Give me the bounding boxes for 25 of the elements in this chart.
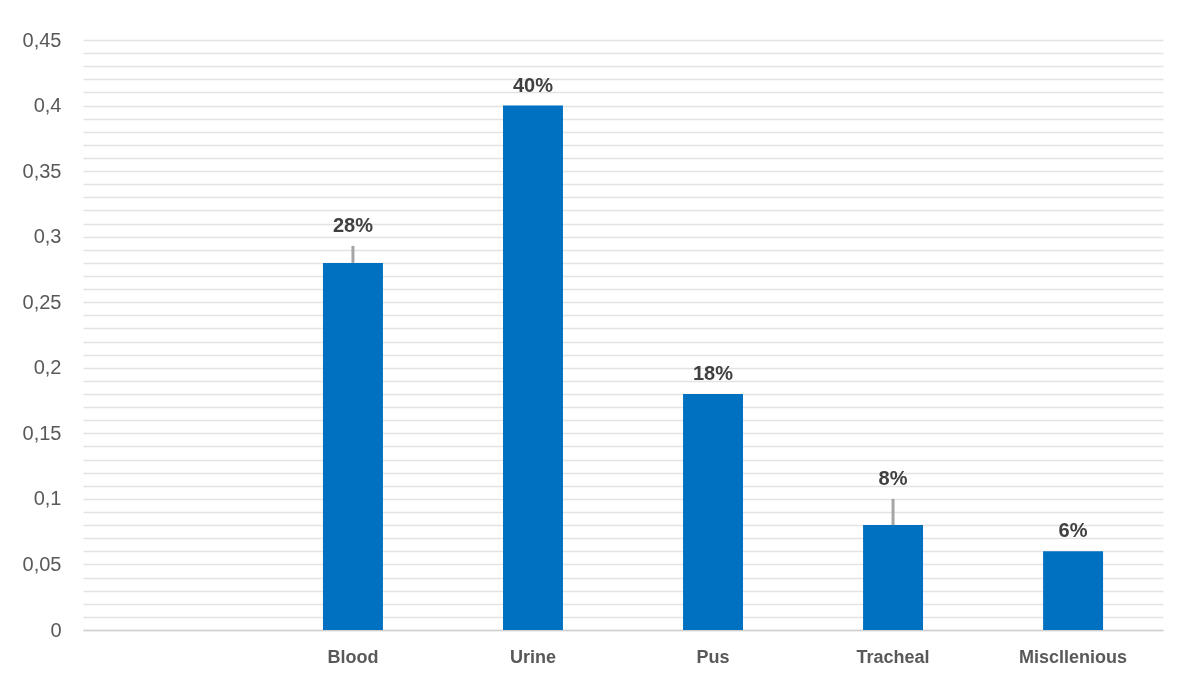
y-tick-label: 0,4 <box>33 94 62 117</box>
y-tick-label: 0,2 <box>33 356 62 379</box>
data-label: 40% <box>512 73 554 96</box>
x-tick-label: Tracheal <box>856 646 930 667</box>
y-tick-label: 0,45 <box>22 28 62 51</box>
y-tick-label: 0,3 <box>33 225 62 248</box>
bar <box>322 262 383 630</box>
y-tick-label: 0,35 <box>22 159 62 182</box>
x-tick-label: Blood <box>327 646 379 667</box>
data-label: 18% <box>693 362 734 384</box>
bar <box>503 105 563 630</box>
data-label: 8% <box>878 466 908 489</box>
y-tick-label: 0,1 <box>33 487 62 510</box>
y-tick-label: 0 <box>50 618 62 641</box>
bar <box>683 394 743 630</box>
data-label: 6% <box>1058 519 1088 542</box>
y-tick-label: 0,15 <box>22 421 62 444</box>
x-tick-label: Pus <box>696 646 730 667</box>
x-tick-label: Miscllenious <box>1019 646 1128 667</box>
bar <box>863 525 924 630</box>
y-tick-label: 0,05 <box>22 552 62 575</box>
data-label: 28% <box>332 213 374 236</box>
bar <box>1043 551 1104 630</box>
y-tick-label: 0,25 <box>22 290 62 313</box>
x-tick-label: Urine <box>509 646 556 667</box>
